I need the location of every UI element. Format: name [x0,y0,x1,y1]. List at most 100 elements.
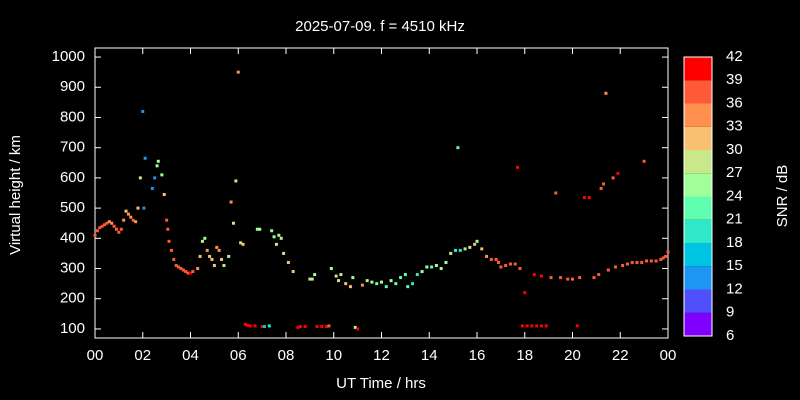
point [520,324,524,328]
colorbar-bin [684,196,712,220]
colorbar-bin [684,312,712,336]
point [239,241,243,245]
point [255,227,259,231]
point [496,260,500,264]
point [489,257,493,261]
point [217,248,221,252]
point [444,260,448,264]
colorbar-tick-label: 33 [726,118,743,135]
point [263,325,267,329]
point [599,186,603,190]
x-tick-label: 18 [516,347,533,364]
point [499,265,503,269]
point [664,254,668,258]
x-tick-label: 12 [373,347,390,364]
x-tick-label: 04 [182,347,199,364]
point [516,165,520,169]
point [613,265,617,269]
point [360,283,364,287]
point [234,179,238,183]
point [184,270,188,274]
point [222,264,226,267]
point [100,224,104,228]
point [389,279,393,283]
point [661,256,665,260]
colorbar-tick-label: 27 [726,164,743,181]
point [172,257,176,261]
point [659,257,663,261]
colorbar-tick-label: 18 [726,234,743,251]
colorbar-label: SNR / dB [774,165,791,228]
point [375,282,379,286]
point [313,273,317,277]
point [642,159,646,163]
point [277,233,281,237]
point [575,324,579,328]
point [602,182,606,186]
point [179,267,183,271]
point [107,220,111,224]
point [126,212,130,216]
point [215,245,219,249]
point [535,324,539,328]
point [229,200,233,204]
point [327,324,331,328]
x-tick-label: 06 [230,347,247,364]
point [504,264,508,267]
point [282,251,286,255]
point [384,285,388,289]
colorbar-bin [684,289,712,313]
point [136,206,140,210]
x-axis-label: UT Time / hrs [336,375,426,392]
y-tick-label: 600 [60,169,85,186]
point [525,324,529,328]
point [270,229,274,233]
point [138,176,142,180]
point [129,215,133,219]
point [303,325,307,329]
colorbar-bin [684,243,712,267]
point [117,230,121,234]
point [246,323,250,327]
point [150,186,154,190]
point [559,276,563,280]
point [272,235,276,239]
point [142,206,146,210]
point [110,221,114,225]
point [243,322,247,326]
point [532,273,536,277]
point [411,282,415,286]
colorbar-tick-label: 24 [726,187,743,204]
y-tick-label: 100 [60,320,85,337]
point [544,324,548,328]
point [425,265,429,269]
y-tick-label: 900 [60,78,85,95]
point [200,239,204,243]
point [308,277,312,281]
point [253,324,257,328]
point [141,109,145,113]
point [191,270,195,274]
point [449,251,453,255]
x-tick-label: 20 [564,347,581,364]
point [208,254,212,258]
point [131,218,135,222]
point [654,259,658,263]
x-tick-label: 08 [278,347,295,364]
point [475,239,479,243]
point [578,276,582,280]
point [95,229,99,233]
x-tick-label: 22 [612,347,629,364]
point [122,218,126,222]
colorbar-tick-label: 12 [726,280,743,297]
point [181,268,185,272]
point [177,265,181,269]
point [434,264,438,267]
point [258,227,262,231]
point [353,325,357,329]
y-tick-label: 1000 [52,48,85,65]
point [365,279,369,283]
point [279,236,283,240]
y-tick-label: 800 [60,108,85,125]
